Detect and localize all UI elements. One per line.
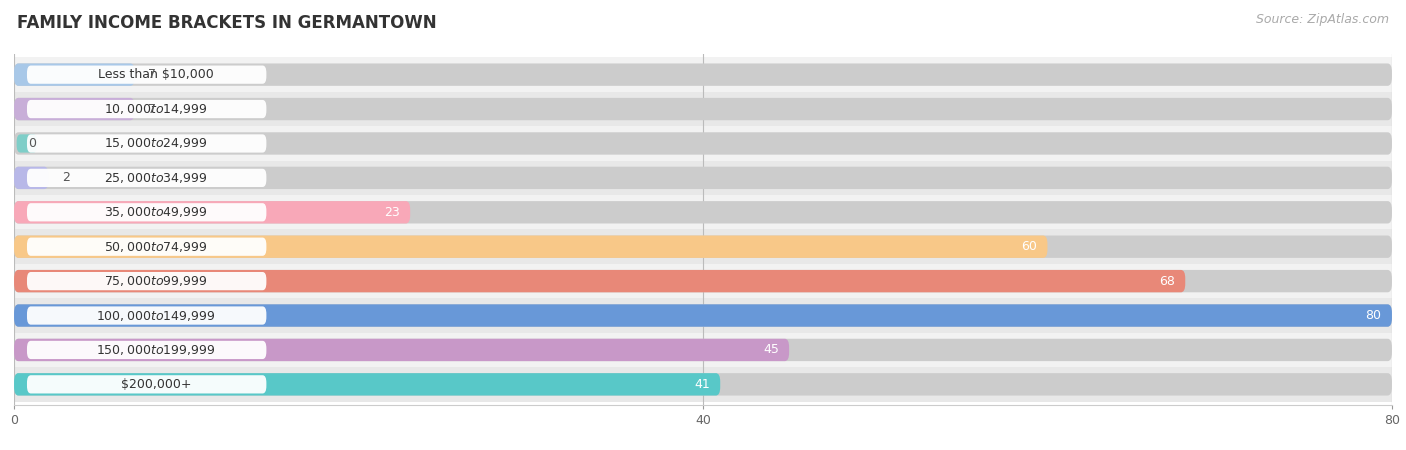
Text: $10,000 to $14,999: $10,000 to $14,999 bbox=[104, 102, 208, 116]
Text: FAMILY INCOME BRACKETS IN GERMANTOWN: FAMILY INCOME BRACKETS IN GERMANTOWN bbox=[17, 14, 436, 32]
FancyBboxPatch shape bbox=[27, 375, 266, 393]
Text: 2: 2 bbox=[62, 171, 70, 184]
FancyBboxPatch shape bbox=[27, 135, 266, 153]
Bar bbox=[14, 367, 1392, 401]
FancyBboxPatch shape bbox=[14, 201, 411, 224]
Bar bbox=[14, 298, 1392, 333]
Bar bbox=[14, 92, 1392, 126]
FancyBboxPatch shape bbox=[14, 270, 1185, 292]
Text: 7: 7 bbox=[149, 68, 156, 81]
FancyBboxPatch shape bbox=[14, 63, 135, 86]
FancyBboxPatch shape bbox=[17, 272, 38, 290]
Text: Less than $10,000: Less than $10,000 bbox=[98, 68, 214, 81]
Text: 0: 0 bbox=[28, 137, 35, 150]
FancyBboxPatch shape bbox=[27, 66, 266, 84]
FancyBboxPatch shape bbox=[27, 341, 266, 359]
Bar bbox=[14, 333, 1392, 367]
FancyBboxPatch shape bbox=[14, 235, 1047, 258]
FancyBboxPatch shape bbox=[17, 375, 38, 393]
Bar bbox=[14, 161, 1392, 195]
FancyBboxPatch shape bbox=[14, 339, 789, 361]
Text: $150,000 to $199,999: $150,000 to $199,999 bbox=[97, 343, 217, 357]
Text: $15,000 to $24,999: $15,000 to $24,999 bbox=[104, 136, 208, 150]
FancyBboxPatch shape bbox=[14, 132, 1392, 155]
Text: $75,000 to $99,999: $75,000 to $99,999 bbox=[104, 274, 208, 288]
Text: $100,000 to $149,999: $100,000 to $149,999 bbox=[97, 309, 217, 323]
FancyBboxPatch shape bbox=[17, 100, 38, 118]
Bar bbox=[14, 230, 1392, 264]
FancyBboxPatch shape bbox=[27, 272, 266, 290]
FancyBboxPatch shape bbox=[17, 66, 38, 84]
Text: $200,000+: $200,000+ bbox=[121, 378, 191, 391]
FancyBboxPatch shape bbox=[14, 201, 1392, 224]
Text: 68: 68 bbox=[1159, 274, 1175, 288]
FancyBboxPatch shape bbox=[27, 238, 266, 256]
FancyBboxPatch shape bbox=[14, 98, 1392, 120]
Text: 23: 23 bbox=[384, 206, 399, 219]
FancyBboxPatch shape bbox=[14, 235, 1392, 258]
FancyBboxPatch shape bbox=[14, 373, 720, 396]
Text: 45: 45 bbox=[763, 343, 779, 356]
Text: 60: 60 bbox=[1021, 240, 1038, 253]
Bar bbox=[14, 58, 1392, 92]
FancyBboxPatch shape bbox=[27, 100, 266, 118]
Bar bbox=[14, 195, 1392, 230]
Text: $25,000 to $34,999: $25,000 to $34,999 bbox=[104, 171, 208, 185]
Bar bbox=[14, 264, 1392, 298]
Text: 7: 7 bbox=[149, 103, 156, 116]
FancyBboxPatch shape bbox=[17, 238, 38, 256]
Text: $35,000 to $49,999: $35,000 to $49,999 bbox=[104, 205, 208, 219]
FancyBboxPatch shape bbox=[17, 169, 38, 187]
FancyBboxPatch shape bbox=[17, 203, 38, 221]
FancyBboxPatch shape bbox=[17, 341, 38, 359]
Text: 80: 80 bbox=[1365, 309, 1382, 322]
FancyBboxPatch shape bbox=[14, 166, 1392, 189]
FancyBboxPatch shape bbox=[27, 203, 266, 221]
FancyBboxPatch shape bbox=[27, 306, 266, 324]
FancyBboxPatch shape bbox=[14, 63, 1392, 86]
FancyBboxPatch shape bbox=[14, 98, 135, 120]
Bar bbox=[14, 126, 1392, 161]
FancyBboxPatch shape bbox=[14, 339, 1392, 361]
FancyBboxPatch shape bbox=[14, 166, 48, 189]
Text: $50,000 to $74,999: $50,000 to $74,999 bbox=[104, 240, 208, 254]
Text: 41: 41 bbox=[695, 378, 710, 391]
FancyBboxPatch shape bbox=[14, 270, 1392, 292]
FancyBboxPatch shape bbox=[17, 135, 38, 153]
Text: Source: ZipAtlas.com: Source: ZipAtlas.com bbox=[1256, 14, 1389, 27]
FancyBboxPatch shape bbox=[14, 304, 1392, 327]
FancyBboxPatch shape bbox=[27, 169, 266, 187]
FancyBboxPatch shape bbox=[14, 304, 1392, 327]
FancyBboxPatch shape bbox=[17, 306, 38, 324]
FancyBboxPatch shape bbox=[14, 373, 1392, 396]
